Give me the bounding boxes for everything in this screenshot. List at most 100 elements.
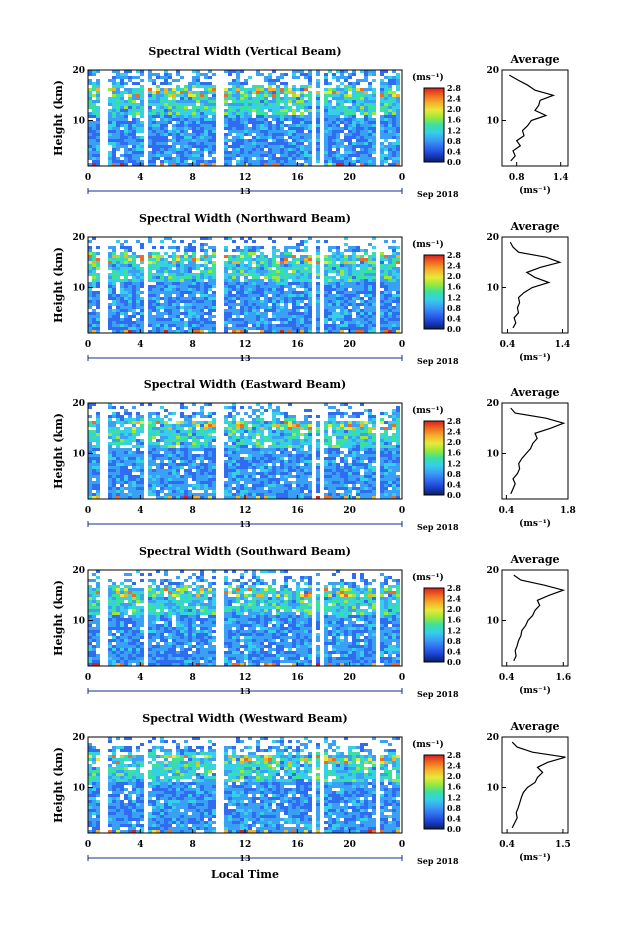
heatmap-cell xyxy=(92,88,96,91)
heatmap-cell xyxy=(160,76,164,79)
heatmap-cell xyxy=(168,246,172,249)
heatmap-cell xyxy=(256,163,260,166)
heatmap-cell xyxy=(132,273,136,276)
heatmap-cell xyxy=(236,154,240,157)
heatmap-cell xyxy=(192,300,196,303)
heatmap-cell xyxy=(160,315,164,318)
heatmap-cell xyxy=(208,88,212,91)
heatmap-cell xyxy=(112,321,116,324)
heatmap-cell xyxy=(204,91,208,94)
heatmap-cell xyxy=(152,327,156,330)
heatmap-cell xyxy=(264,436,268,439)
heatmap-cell xyxy=(152,261,156,264)
heatmap-cell xyxy=(172,91,176,94)
heatmap-cell xyxy=(392,276,396,279)
heatmap-cell xyxy=(348,121,352,124)
heatmap-cell xyxy=(236,88,240,91)
heatmap-cell xyxy=(256,415,260,418)
heatmap-cell xyxy=(180,142,184,145)
heatmap-cell xyxy=(152,324,156,327)
heatmap-cell xyxy=(368,139,372,142)
heatmap-cell xyxy=(172,318,176,321)
heatmap-cell xyxy=(348,294,352,297)
heatmap-cell xyxy=(232,324,236,327)
heatmap-cell xyxy=(188,264,192,267)
heatmap-cell xyxy=(264,91,268,94)
heatmap-cell xyxy=(136,303,140,306)
heatmap-cell xyxy=(116,88,120,91)
heatmap-cell xyxy=(340,300,344,303)
heatmap-cell xyxy=(380,127,384,130)
heatmap-cell xyxy=(184,97,188,100)
heatmap-cell xyxy=(352,100,356,103)
heatmap-cell xyxy=(116,145,120,148)
heatmap-cell xyxy=(308,291,312,294)
heatmap-cell xyxy=(108,139,112,142)
heatmap-cell xyxy=(132,427,136,430)
heatmap-cell xyxy=(236,427,240,430)
heatmap-cell xyxy=(148,151,152,154)
heatmap-cell xyxy=(212,463,216,466)
heatmap-cell xyxy=(328,264,332,267)
heatmap-cell xyxy=(192,246,196,249)
heatmap-cell xyxy=(116,85,120,88)
heatmap-cell xyxy=(132,76,136,79)
heatmap-cell xyxy=(204,115,208,118)
heatmap-cell xyxy=(184,258,188,261)
heatmap-cell xyxy=(348,312,352,315)
heatmap-cell xyxy=(148,276,152,279)
heatmap-cell xyxy=(88,439,92,442)
heatmap-cell xyxy=(108,418,112,421)
heatmap-cell xyxy=(192,282,196,285)
heatmap-cell xyxy=(336,291,340,294)
heatmap-cell xyxy=(256,157,260,160)
heatmap-cell xyxy=(140,88,144,91)
heatmap-cell xyxy=(308,445,312,448)
heatmap-cell xyxy=(88,240,92,243)
heatmap-cell xyxy=(248,466,252,469)
heatmap-cell xyxy=(352,279,356,282)
heatmap-cell xyxy=(360,157,364,160)
heatmap-cell xyxy=(368,282,372,285)
heatmap-cell xyxy=(180,160,184,163)
heatmap-cell xyxy=(316,288,320,291)
heatmap-cell xyxy=(180,76,184,79)
heatmap-cell xyxy=(132,127,136,130)
heatmap-cell xyxy=(112,312,116,315)
heatmap-cell xyxy=(364,279,368,282)
heatmap-cell xyxy=(276,315,280,318)
heatmap-cell xyxy=(152,273,156,276)
heatmap-cell xyxy=(324,154,328,157)
heatmap-cell xyxy=(172,291,176,294)
heatmap-cell xyxy=(280,294,284,297)
heatmap-cell xyxy=(180,121,184,124)
heatmap-cell xyxy=(176,249,180,252)
heatmap-cell xyxy=(244,330,248,333)
heatmap-cell xyxy=(120,73,124,76)
heatmap-cell xyxy=(208,145,212,148)
heatmap-cell xyxy=(232,136,236,139)
heatmap-cell xyxy=(172,288,176,291)
heatmap-cell xyxy=(124,151,128,154)
heatmap-cell xyxy=(388,285,392,288)
heatmap-cell xyxy=(328,130,332,133)
heatmap-cell xyxy=(184,151,188,154)
heatmap-cell xyxy=(248,163,252,166)
heatmap-cell xyxy=(396,255,400,258)
heatmap-cell xyxy=(292,267,296,270)
heatmap-cell xyxy=(168,91,172,94)
heatmap-cell xyxy=(332,415,336,418)
heatmap-cell xyxy=(348,115,352,118)
heatmap-cell xyxy=(296,318,300,321)
heatmap-cell xyxy=(160,457,164,460)
heatmap-cell xyxy=(224,460,228,463)
heatmap-cell xyxy=(176,424,180,427)
heatmap-cell xyxy=(148,139,152,142)
heatmap-cell xyxy=(112,285,116,288)
heatmap-cell xyxy=(348,154,352,157)
heatmap-cell xyxy=(244,112,248,115)
heatmap-cell xyxy=(248,430,252,433)
heatmap-cell xyxy=(244,157,248,160)
x-tick-label: 16 xyxy=(291,173,304,183)
heatmap-cell xyxy=(140,130,144,133)
